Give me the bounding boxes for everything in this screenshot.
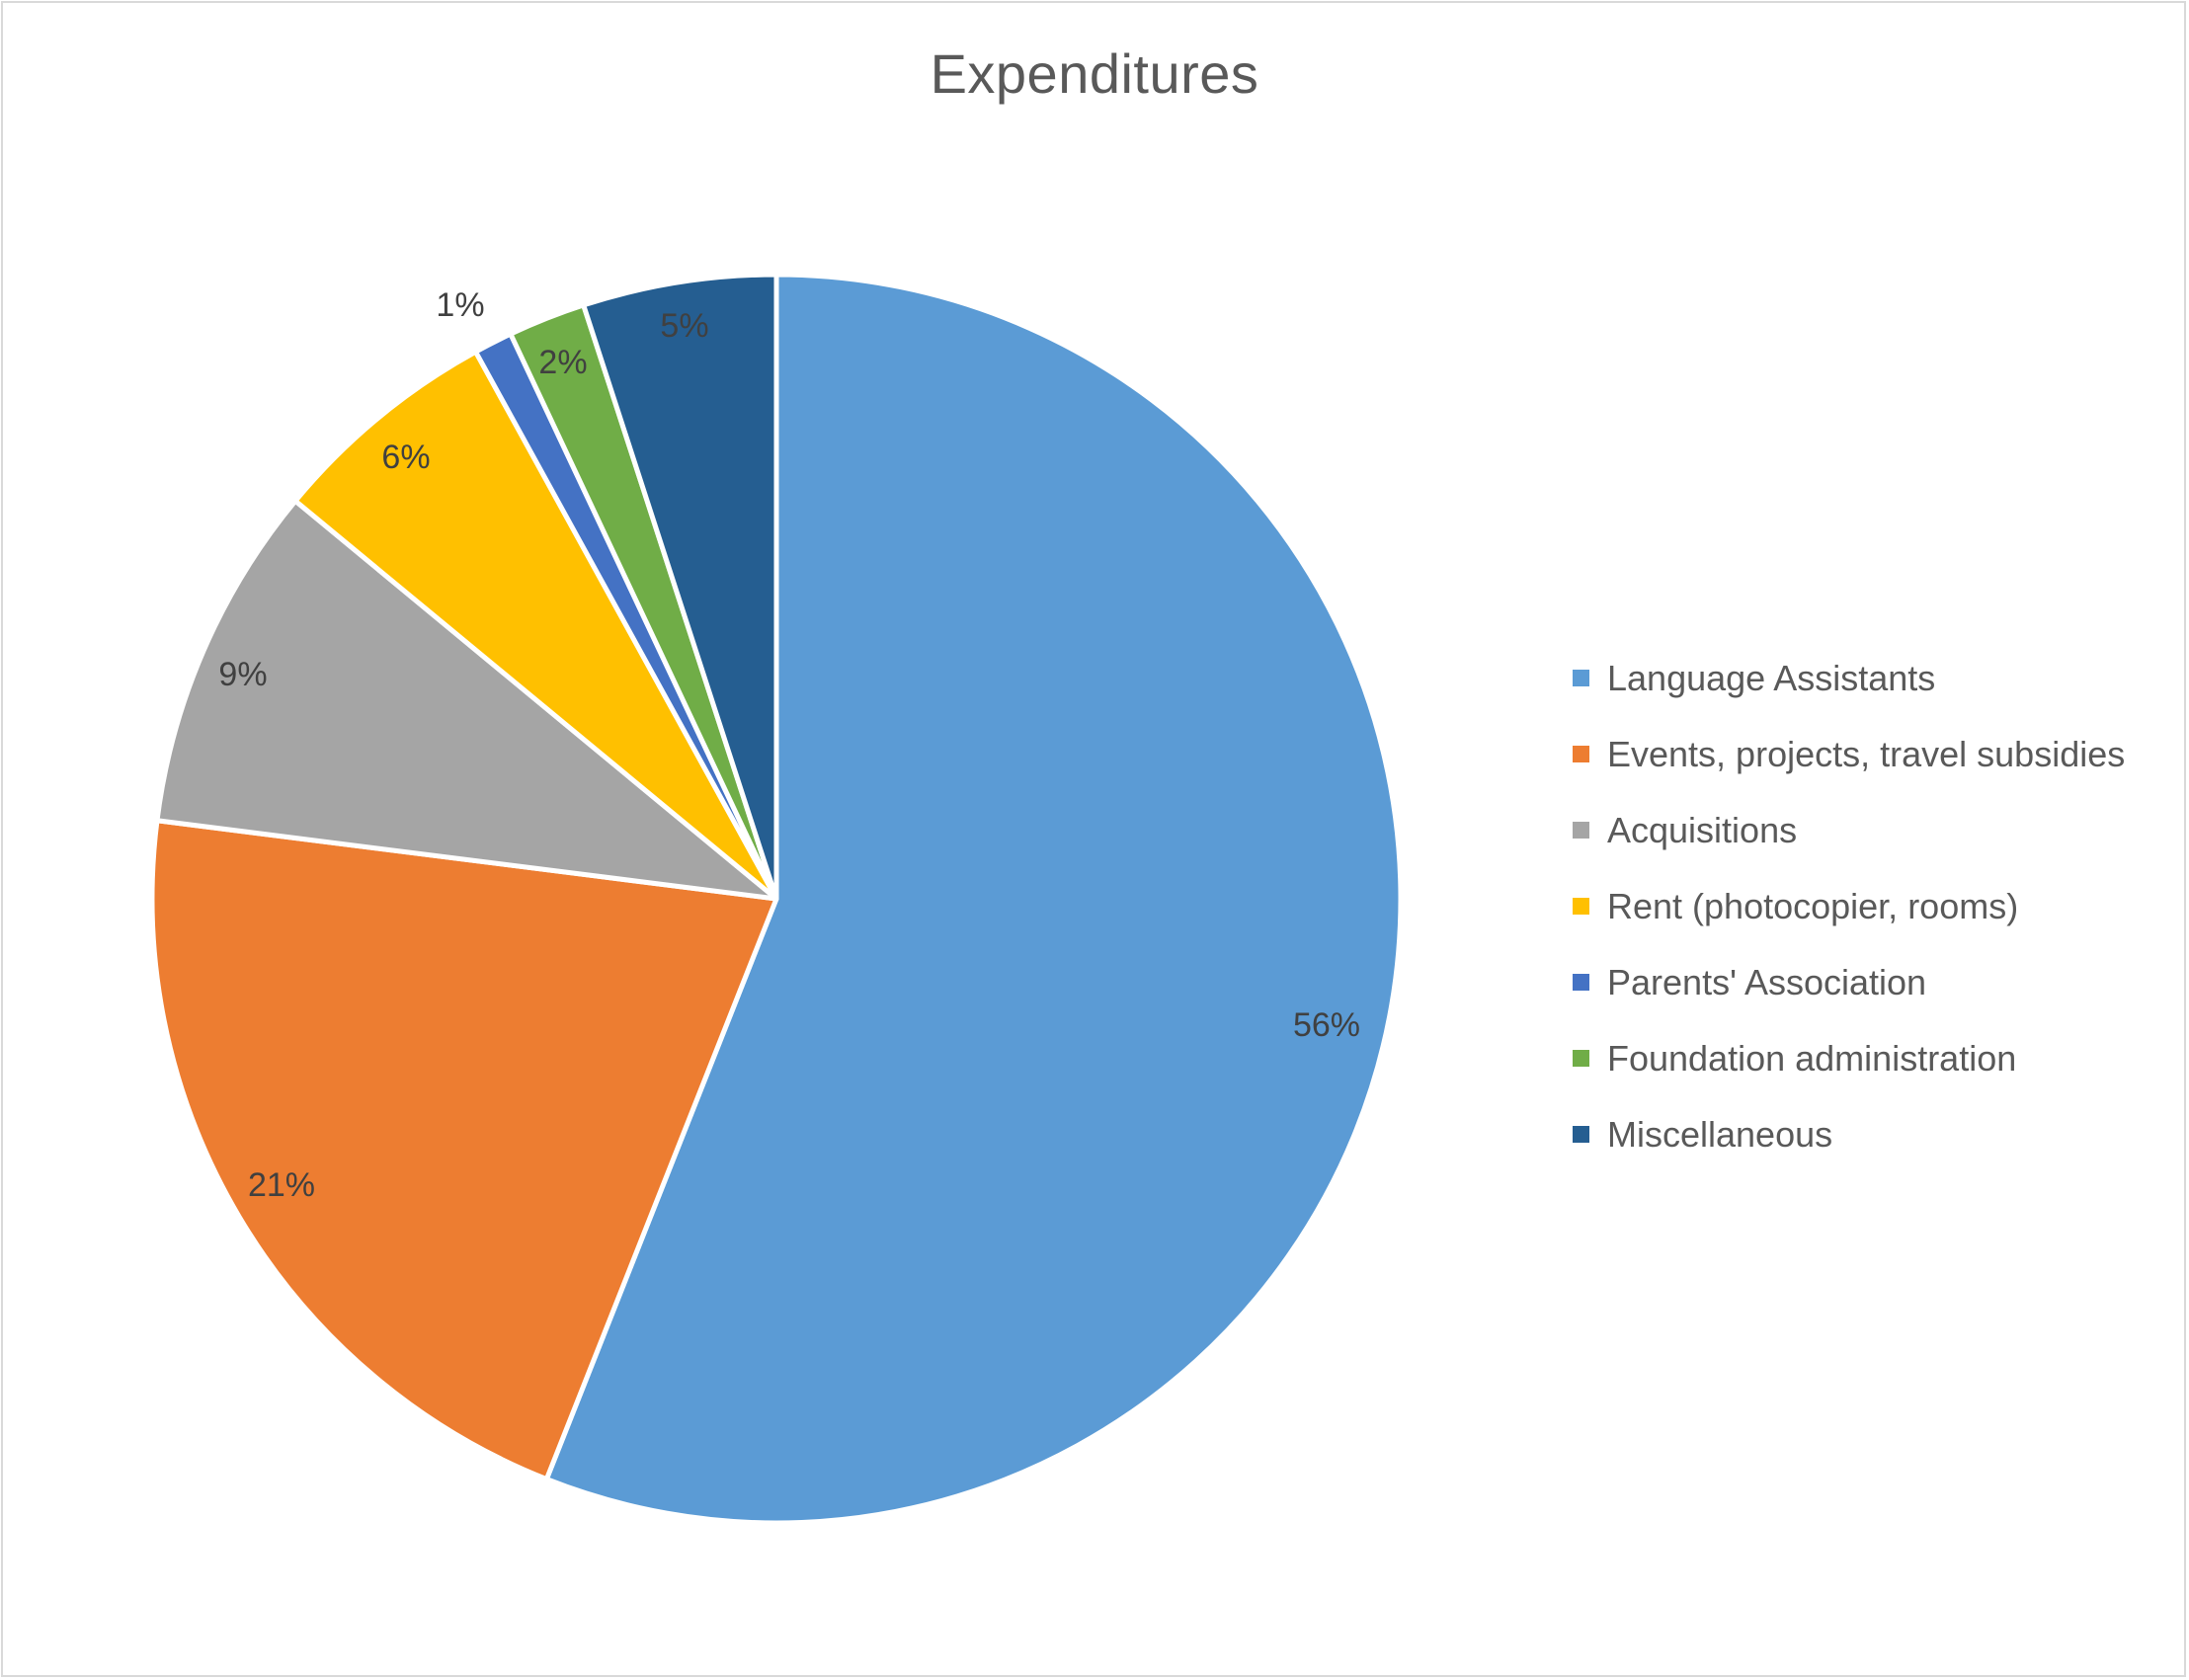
data-label: 9% <box>218 656 267 693</box>
data-label: 1% <box>436 286 484 324</box>
data-label: 6% <box>381 439 430 476</box>
pie-slice-events-projects-travel-subsidies <box>149 818 779 1482</box>
legend-swatch <box>1573 746 1589 762</box>
chart-legend: Language Assistants Events, projects, tra… <box>1573 640 2165 1172</box>
legend-label: Miscellaneous <box>1607 1113 1833 1155</box>
legend-item: Parents' Association <box>1573 944 2165 1020</box>
legend-label: Acquisitions <box>1607 809 1798 850</box>
data-label: 21% <box>248 1166 315 1204</box>
data-label: 5% <box>660 307 708 345</box>
legend-swatch <box>1573 898 1589 915</box>
pie-slice-rent-photocopier-rooms <box>292 349 779 902</box>
legend-swatch <box>1573 974 1589 991</box>
legend-item: Rent (photocopier, rooms) <box>1573 868 2165 944</box>
legend-swatch <box>1573 1050 1589 1067</box>
data-label: 2% <box>538 344 587 381</box>
pie-slice-miscellaneous <box>581 272 779 902</box>
legend-swatch <box>1573 1126 1589 1143</box>
legend-item: Events, projects, travel subsidies <box>1573 716 2165 792</box>
pie-slice-language-assistants <box>543 272 1404 1526</box>
legend-item: Language Assistants <box>1573 640 2165 716</box>
legend-label: Foundation administration <box>1607 1037 2017 1079</box>
legend-swatch <box>1573 670 1589 686</box>
legend-label: Rent (photocopier, rooms) <box>1607 885 2019 926</box>
chart-title: Expenditures <box>930 42 1259 105</box>
legend-item: Miscellaneous <box>1573 1096 2165 1172</box>
legend-item: Acquisitions <box>1573 792 2165 868</box>
legend-swatch <box>1573 822 1589 839</box>
legend-label: Events, projects, travel subsidies <box>1607 733 2126 774</box>
legend-label: Language Assistants <box>1607 657 1936 698</box>
pie-slice-acquisitions <box>154 498 779 902</box>
legend-item: Foundation administration <box>1573 1020 2165 1096</box>
data-label: 56% <box>1293 1006 1360 1044</box>
legend-label: Parents' Association <box>1607 961 1927 1002</box>
